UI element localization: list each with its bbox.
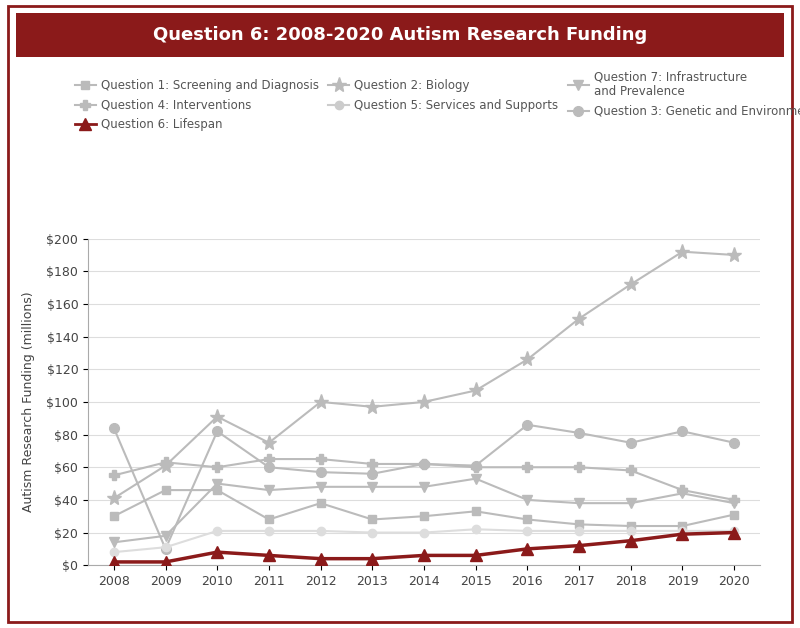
Legend: Question 1: Screening and Diagnosis, Question 4: Interventions, Question 6: Life: Question 1: Screening and Diagnosis, Que… xyxy=(70,65,800,136)
Text: Question 6: 2008-2020 Autism Research Funding: Question 6: 2008-2020 Autism Research Fu… xyxy=(153,26,647,43)
Y-axis label: Autism Research Funding (millions): Autism Research Funding (millions) xyxy=(22,291,35,512)
